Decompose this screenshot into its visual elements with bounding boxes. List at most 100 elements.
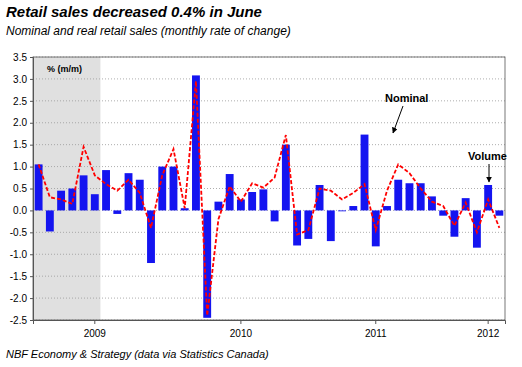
plot-frame: [33, 57, 505, 320]
bar: [282, 145, 290, 211]
y-tick-mark: [30, 254, 33, 255]
y-tick-label: 3.5: [13, 52, 27, 63]
y-tick-label: 1.0: [13, 161, 27, 172]
bar: [91, 194, 99, 210]
x-tick-label: 2009: [84, 328, 107, 339]
y-tick: -2.0: [10, 293, 33, 304]
bar: [304, 210, 312, 238]
y-tick-label: 2.5: [13, 96, 27, 107]
bar: [170, 167, 178, 211]
grid-line: [33, 78, 505, 79]
grid-line: [33, 232, 505, 233]
bar: [214, 202, 222, 211]
y-tick: 1.0: [13, 161, 33, 172]
x-tick: 2011: [365, 320, 387, 339]
grid-line: [33, 122, 505, 123]
x-tick-mark: [375, 320, 376, 324]
x-tick-mark: [488, 320, 489, 324]
bar: [102, 170, 110, 210]
bar: [406, 183, 414, 210]
grid-line: [33, 100, 505, 101]
y-tick: 0.5: [13, 183, 33, 194]
y-tick-mark: [30, 167, 33, 168]
x-tick-label: 2010: [230, 328, 253, 339]
y-tick: -1.0: [10, 249, 33, 260]
y-tick-label: -0.5: [10, 227, 28, 238]
grid-line: [33, 144, 505, 145]
y-tick-mark: [30, 298, 33, 299]
series-label: Volume: [468, 150, 507, 162]
bar: [383, 206, 391, 210]
x-tick-label: 2011: [365, 328, 387, 339]
bar: [450, 210, 458, 236]
subtitle: Nominal and real retail sales (monthly r…: [6, 24, 291, 38]
annotation-arrow: [489, 164, 490, 182]
y-tick-mark: [30, 123, 33, 124]
grid-line: [33, 166, 505, 167]
title: Retail sales decreased 0.4% in June: [6, 3, 262, 20]
y-tick-mark: [30, 145, 33, 146]
plot-area: [35, 75, 504, 317]
grid-line: [33, 276, 505, 277]
bar: [181, 208, 189, 210]
x-tick-label: 2012: [477, 328, 500, 339]
bar: [136, 180, 144, 211]
chart: -2.5 -2.0 -1.5 -1.0 -0.5 0.0 0.5 1.0 1.5 2.0 2.5 3.…: [0, 0, 522, 367]
y-tick-label: 0.0: [13, 205, 27, 216]
y-tick: 1.5: [13, 139, 33, 150]
x-tick: 2009: [84, 320, 107, 339]
y-tick: 2.0: [13, 117, 33, 128]
y-tick-label: 1.5: [13, 139, 27, 150]
annotation-arrow: [393, 106, 403, 133]
bar: [349, 206, 357, 210]
y-tick: -0.5: [10, 227, 33, 238]
series-label: Nominal: [385, 92, 428, 104]
x-tick-mark: [240, 320, 241, 324]
x-tick: 2010: [230, 320, 253, 339]
bar: [226, 174, 234, 210]
source: NBF Economy & Strategy (data via Statist…: [6, 348, 269, 360]
y-tick-mark: [30, 210, 33, 211]
y-tick-mark: [30, 276, 33, 277]
bar: [46, 210, 54, 231]
y-tick-mark: [30, 57, 33, 58]
y-axis: -2.5 -2.0 -1.5 -1.0 -0.5 0.0 0.5 1.0 1.5 2.0 2.5 3.…: [10, 52, 34, 326]
bar: [495, 210, 503, 215]
y-tick: 0.0: [13, 205, 33, 216]
bar: [361, 135, 369, 211]
y-tick: 2.5: [13, 96, 33, 107]
y-tick-label: 0.5: [13, 183, 27, 194]
bar: [394, 180, 402, 211]
y-tick: -1.5: [10, 271, 33, 282]
bar: [80, 175, 88, 210]
y-tick-label: 2.0: [13, 117, 27, 128]
line: [39, 81, 500, 316]
y-tick: -2.5: [10, 315, 33, 326]
x-axis: 2009 2010 2011 2012: [34, 320, 506, 339]
y-tick-mark: [30, 79, 33, 80]
bar: [327, 210, 335, 241]
grid-line: [33, 298, 505, 299]
y-axis-line: [30, 58, 34, 321]
y-tick-mark: [30, 232, 33, 233]
grid-line: [33, 254, 505, 255]
y-axis-label: % (m/m): [47, 64, 82, 74]
y-tick-label: 3.0: [13, 74, 27, 85]
y-tick-label: -2.0: [10, 293, 28, 304]
y-tick-label: -1.5: [10, 271, 28, 282]
bar: [271, 210, 279, 221]
bar: [473, 210, 481, 247]
bar: [338, 210, 346, 212]
y-tick: 3.5: [13, 52, 33, 63]
bar: [259, 189, 267, 210]
y-tick-mark: [30, 320, 33, 321]
y-tick-mark: [30, 189, 33, 190]
x-tick-mark: [94, 320, 95, 324]
bar: [248, 192, 256, 210]
grid: [33, 57, 505, 320]
y-tick-label: -2.5: [10, 315, 28, 326]
y-tick-mark: [30, 101, 33, 102]
bar: [113, 210, 121, 214]
x-axis-line: [34, 321, 506, 325]
x-tick: 2012: [477, 320, 500, 339]
